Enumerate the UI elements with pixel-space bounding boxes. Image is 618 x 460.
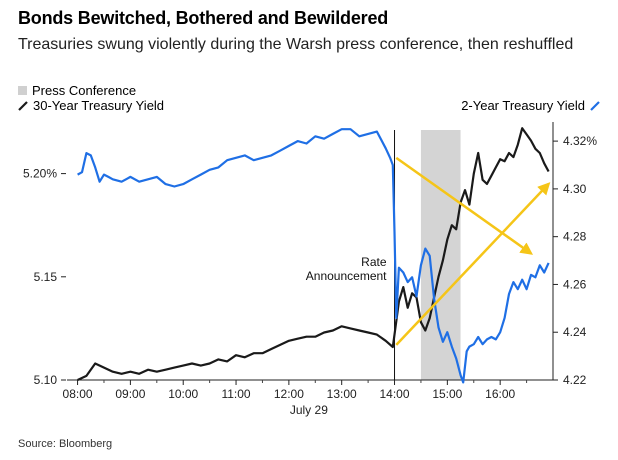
legend-item-30yr: 30-Year Treasury Yield: [18, 98, 164, 113]
y-left-tick-label: 5.20%: [23, 167, 57, 181]
y-left-tick-label: 5.15: [34, 270, 58, 284]
x-tick-label: 16:00: [485, 387, 515, 401]
two-year-line: [77, 128, 550, 384]
x-tick-label: 12:00: [274, 387, 304, 401]
y-right-tick-label: 4.24: [563, 325, 587, 339]
x-tick-label: 09:00: [115, 387, 145, 401]
legend-label-2yr: 2-Year Treasury Yield: [461, 98, 585, 113]
y-left-tick-label: 5.10: [34, 373, 58, 387]
press-conference-swatch: [18, 86, 27, 95]
thirty-year-line: [77, 127, 550, 381]
press-conference-band: [420, 130, 461, 380]
x-tick-label: 11:00: [221, 387, 250, 401]
arrow-30yr-up: [395, 182, 551, 346]
two-year-swatch-icon: [590, 100, 600, 111]
chart-title: Bonds Bewitched, Bothered and Bewildered: [18, 8, 389, 28]
x-axis-label: July 29: [290, 403, 328, 417]
chart-subtitle: Treasuries swung violently during the Wa…: [18, 36, 574, 53]
y-right-tick-label: 4.30: [563, 182, 587, 196]
x-tick-label: 14:00: [380, 387, 410, 401]
source-note: Source: Bloomberg: [18, 438, 113, 450]
legend-label-30yr: 30-Year Treasury Yield: [33, 98, 165, 113]
annotation-line2: Announcement: [306, 269, 387, 283]
arrow-2yr-down: [395, 156, 534, 255]
y-right-tick-label: 4.22: [563, 373, 587, 387]
legend-item-press-conference: Press Conference: [18, 83, 164, 98]
legend-left: Press Conference 30-Year Treasury Yield: [18, 83, 164, 113]
legend-item-2yr: 2-Year Treasury Yield: [461, 98, 600, 113]
annotation-line1: Rate: [361, 255, 387, 269]
x-tick-label: 10:00: [168, 387, 198, 401]
x-tick-label: 15:00: [432, 387, 462, 401]
y-right-tick-label: 4.32%: [563, 134, 597, 148]
y-right-tick-label: 4.28: [563, 230, 587, 244]
thirty-year-swatch-icon: [18, 100, 28, 111]
x-tick-label: 08:00: [63, 387, 93, 401]
y-right-tick-label: 4.26: [563, 277, 587, 291]
legend-label-press-conference: Press Conference: [32, 83, 137, 98]
x-tick-label: 13:00: [327, 387, 357, 401]
